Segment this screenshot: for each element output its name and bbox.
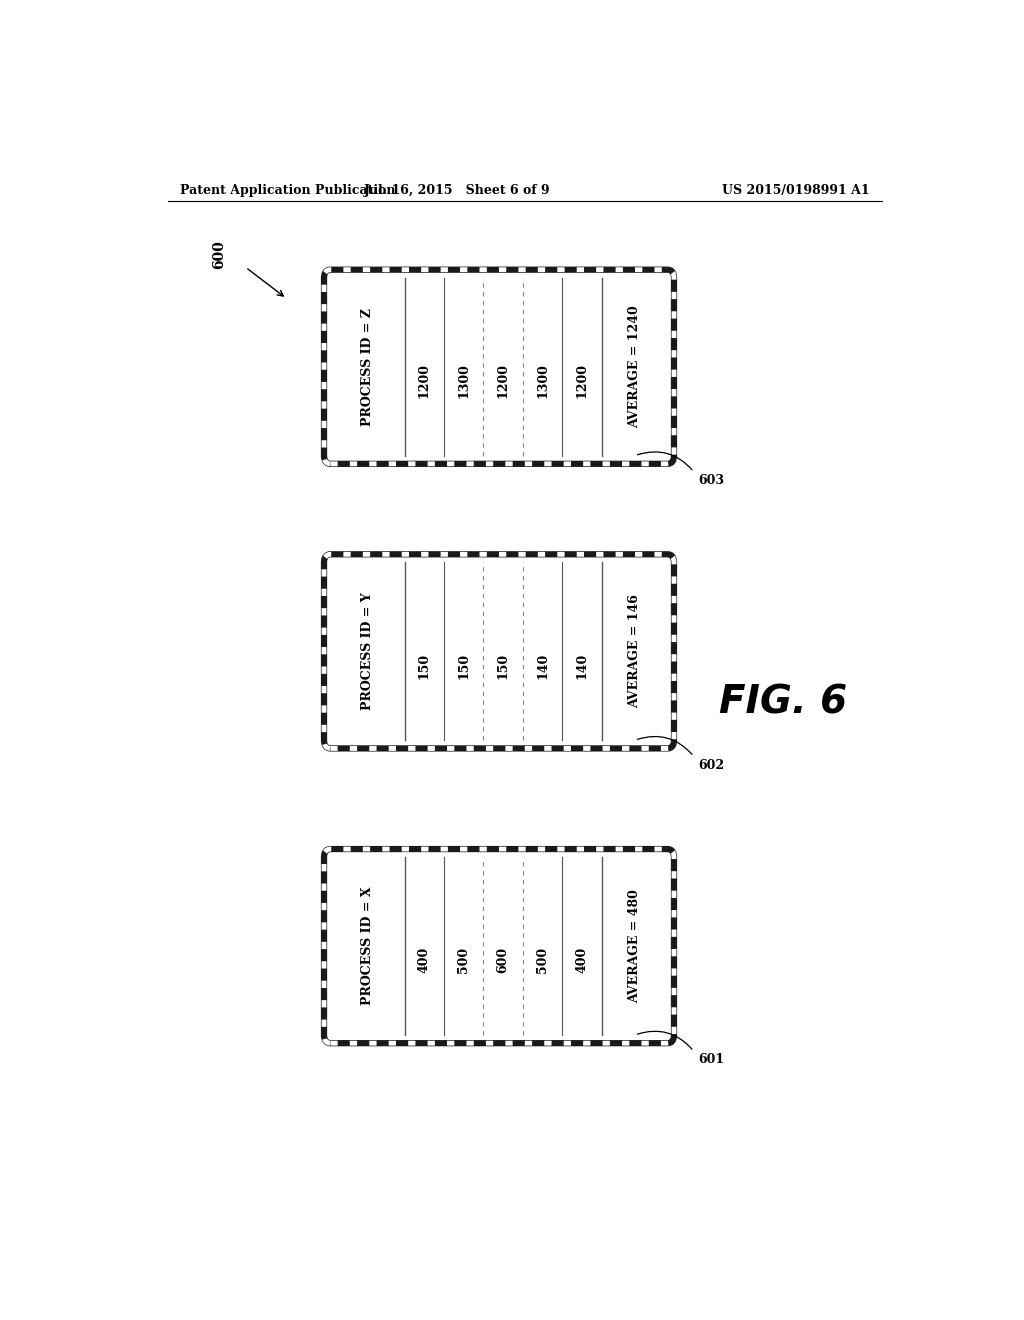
Text: 400: 400: [575, 948, 589, 973]
Text: 500: 500: [458, 948, 470, 973]
Text: 600: 600: [497, 948, 510, 973]
Text: 1200: 1200: [575, 363, 589, 399]
Text: PROCESS ID = Y: PROCESS ID = Y: [361, 593, 374, 710]
Text: Jul. 16, 2015   Sheet 6 of 9: Jul. 16, 2015 Sheet 6 of 9: [364, 185, 551, 198]
Text: 400: 400: [418, 948, 431, 973]
FancyBboxPatch shape: [324, 269, 674, 463]
Text: FIG. 6: FIG. 6: [719, 684, 847, 721]
Text: AVERAGE = 480: AVERAGE = 480: [629, 890, 641, 1003]
Text: 140: 140: [575, 652, 589, 678]
Text: PROCESS ID = X: PROCESS ID = X: [361, 887, 374, 1006]
Text: AVERAGE = 146: AVERAGE = 146: [629, 594, 641, 709]
Text: 1200: 1200: [497, 363, 510, 399]
FancyBboxPatch shape: [324, 849, 674, 1043]
Text: 150: 150: [418, 652, 431, 678]
Text: 603: 603: [697, 474, 724, 487]
Text: 601: 601: [697, 1053, 724, 1067]
Text: 150: 150: [458, 652, 470, 678]
Text: 600: 600: [212, 240, 226, 269]
Text: 500: 500: [537, 948, 549, 973]
Text: 140: 140: [537, 652, 549, 678]
Text: 1200: 1200: [418, 363, 431, 399]
Text: US 2015/0198991 A1: US 2015/0198991 A1: [722, 185, 870, 198]
Text: 150: 150: [497, 652, 510, 678]
Text: 1300: 1300: [458, 363, 470, 399]
Text: PROCESS ID = Z: PROCESS ID = Z: [361, 308, 374, 426]
Text: AVERAGE = 1240: AVERAGE = 1240: [629, 305, 641, 428]
Text: 1300: 1300: [537, 363, 549, 399]
Text: 602: 602: [697, 759, 724, 772]
FancyBboxPatch shape: [324, 554, 674, 748]
Text: Patent Application Publication: Patent Application Publication: [179, 185, 395, 198]
